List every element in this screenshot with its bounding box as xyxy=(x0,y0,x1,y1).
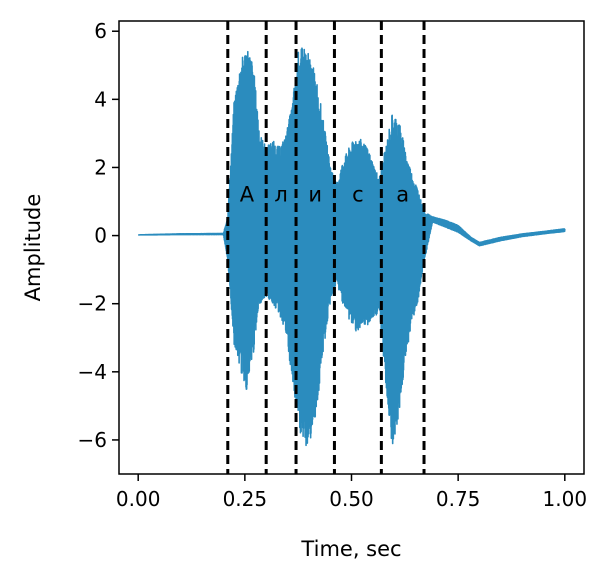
x-tick-label: 0.75 xyxy=(436,487,481,511)
segment-boundaries xyxy=(226,21,426,474)
segment-label: и xyxy=(308,183,322,207)
x-tick-label: 0.50 xyxy=(329,487,374,511)
y-tick-label: 2 xyxy=(94,155,107,179)
y-tick-label: 0 xyxy=(94,224,107,248)
x-tick-label: 0.25 xyxy=(223,487,268,511)
segment-label: с xyxy=(352,183,364,207)
series-layer xyxy=(137,47,566,447)
x-axis-label: Time, sec xyxy=(300,537,401,561)
y-axis-ticks: 6 4 2 0 −2 −4 −6 xyxy=(78,19,119,452)
x-tick-label: 1.00 xyxy=(543,487,588,511)
y-tick-label: −2 xyxy=(78,292,107,316)
segment-label: а xyxy=(396,183,409,207)
y-tick-label: −6 xyxy=(78,428,107,452)
segment-label: л xyxy=(274,183,287,207)
x-tick-label: 0.00 xyxy=(116,487,161,511)
waveform-series-line xyxy=(137,47,566,447)
y-tick-label: 4 xyxy=(94,87,107,111)
segment-label: А xyxy=(240,183,255,207)
y-tick-label: −4 xyxy=(78,360,107,384)
y-axis-label: Amplitude xyxy=(21,194,45,302)
y-tick-label: 6 xyxy=(94,19,107,43)
x-axis-ticks: 0.00 0.25 0.50 0.75 1.00 xyxy=(116,474,587,511)
